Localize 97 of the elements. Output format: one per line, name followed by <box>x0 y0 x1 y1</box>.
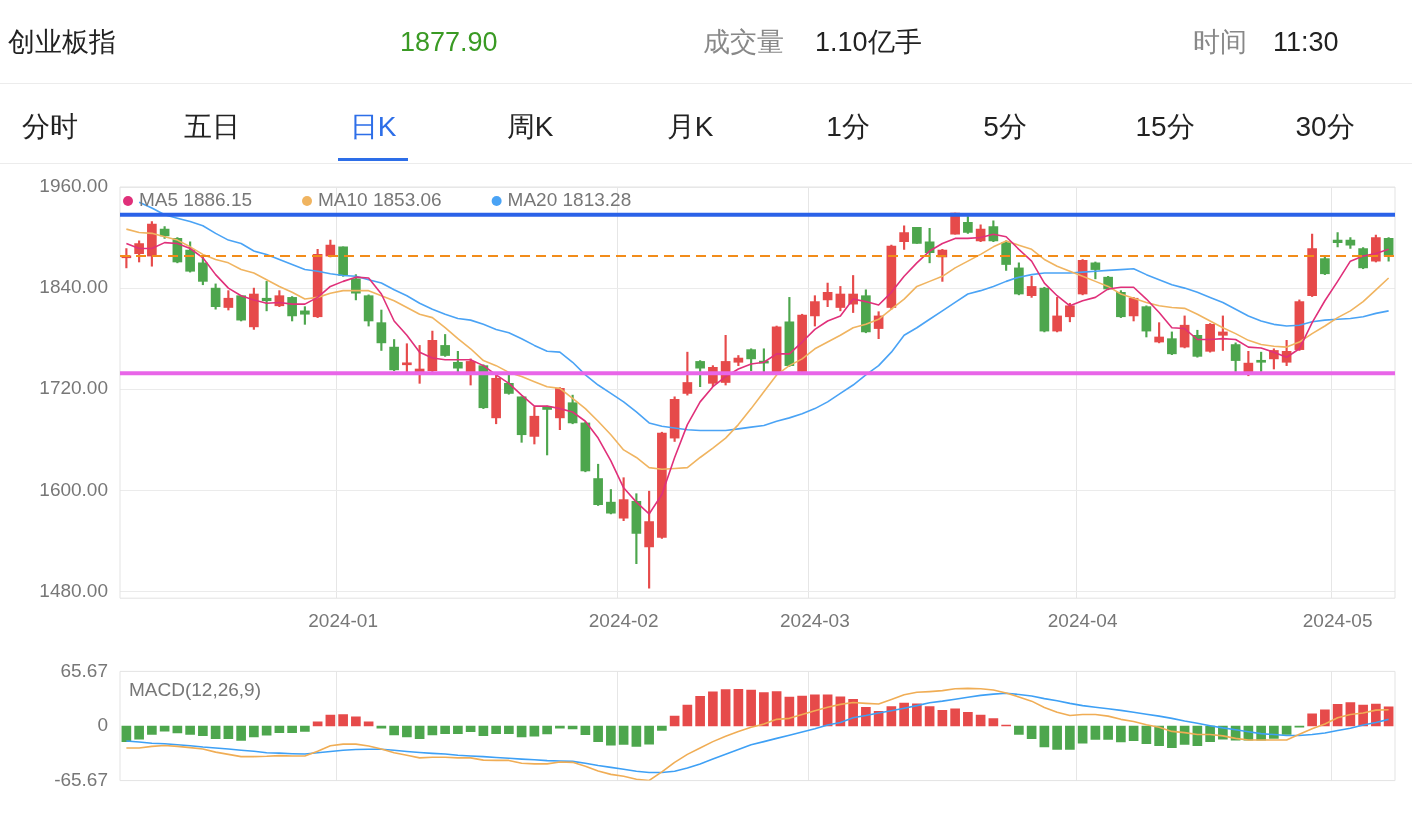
bar <box>580 725 591 735</box>
y-tick-label: 0 <box>97 714 108 736</box>
legend-label: MA20 1813.28 <box>507 189 632 211</box>
text: 1.10亿手 <box>815 26 922 59</box>
x-tick-label: 2024-01 <box>308 609 378 631</box>
x-tick-label: 2024-05 <box>1302 609 1373 631</box>
bar <box>963 711 973 727</box>
text: 1877.90 <box>400 26 498 58</box>
text: 日K <box>349 110 397 144</box>
bar <box>542 725 552 735</box>
bar <box>1141 725 1152 745</box>
bar <box>414 725 425 740</box>
x-tick-label: 2024-02 <box>588 609 659 631</box>
bar <box>950 708 960 727</box>
bar <box>593 725 603 742</box>
legend-label: MA10 1853.06 <box>318 189 442 211</box>
text: 创业板指 <box>8 26 116 59</box>
bar <box>1307 713 1317 727</box>
bar <box>529 725 540 737</box>
text: 月K <box>666 110 714 144</box>
text: 5分 <box>983 110 1027 144</box>
text: 30分 <box>1295 110 1355 144</box>
bar <box>223 725 234 740</box>
x-tick-label: 2024-03 <box>780 609 850 631</box>
bar <box>988 718 999 727</box>
y-tick-label: 1480.00 <box>39 579 108 601</box>
text: 11:30 <box>1273 26 1339 58</box>
chart-title: MACD(12,26,9) <box>129 679 261 701</box>
text: 15分 <box>1135 110 1195 144</box>
y-tick-label: 1840.00 <box>39 276 108 298</box>
bar <box>249 725 259 738</box>
y-tick-label: 1600.00 <box>39 478 108 500</box>
bar <box>733 689 744 727</box>
bar <box>261 725 272 736</box>
bar <box>924 706 935 727</box>
bar <box>300 725 310 732</box>
bar <box>1026 725 1037 740</box>
bar <box>746 689 756 727</box>
bar <box>1090 725 1101 740</box>
bar <box>1103 725 1113 740</box>
bar <box>1077 725 1088 744</box>
bar <box>759 692 769 727</box>
bar <box>504 725 514 734</box>
bar <box>810 694 820 727</box>
bar <box>210 725 221 740</box>
bar <box>1167 725 1177 748</box>
legend-label: MA5 1886.15 <box>139 189 253 211</box>
y-tick-label: 65.67 <box>60 659 108 681</box>
bar <box>720 689 731 727</box>
bar <box>147 725 157 735</box>
bar <box>1052 725 1062 750</box>
bar <box>708 691 718 727</box>
bar <box>1014 725 1024 735</box>
bar <box>1154 725 1164 747</box>
text: 成交量 <box>703 26 784 59</box>
bar <box>937 710 948 727</box>
bar <box>861 706 871 727</box>
bar <box>618 725 629 745</box>
bar <box>657 725 667 731</box>
bar <box>389 725 399 736</box>
bar <box>555 725 565 729</box>
bar <box>351 716 361 727</box>
bar <box>236 725 246 741</box>
bar <box>1269 725 1279 739</box>
bar <box>440 725 450 734</box>
bar <box>606 725 616 746</box>
text: 五日 <box>184 110 240 144</box>
bar <box>134 725 144 740</box>
bar <box>682 704 693 727</box>
bar <box>338 714 348 727</box>
bar <box>198 725 208 736</box>
bar <box>1065 725 1075 750</box>
text: 周K <box>506 110 554 144</box>
bar <box>478 725 489 736</box>
y-tick-label: -65.67 <box>54 768 108 790</box>
y-tick-label: 1960.00 <box>39 175 108 197</box>
bar <box>453 725 463 734</box>
bar <box>376 725 387 729</box>
text: 分时 <box>22 110 78 144</box>
x-tick-label: 2024-04 <box>1047 609 1118 631</box>
bar <box>797 695 807 727</box>
y-tick-label: 1720.00 <box>39 377 108 399</box>
bar <box>912 703 922 727</box>
bar <box>695 696 705 727</box>
bar <box>1281 725 1292 735</box>
bar <box>1039 725 1050 748</box>
bar <box>1128 725 1139 741</box>
bar <box>631 725 642 747</box>
text: 1分 <box>826 110 870 144</box>
bar <box>1116 725 1126 743</box>
text: 时间 <box>1193 26 1247 59</box>
bar <box>491 725 501 734</box>
bar <box>287 725 297 733</box>
bar <box>644 725 654 745</box>
bar <box>402 725 412 738</box>
bar <box>899 702 909 727</box>
bar <box>185 725 195 735</box>
